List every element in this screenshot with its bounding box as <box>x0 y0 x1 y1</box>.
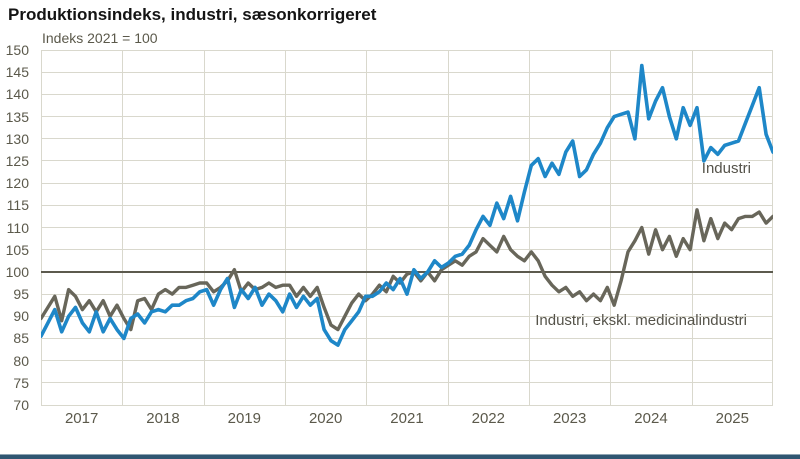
y-tick-label: 70 <box>13 397 29 413</box>
footer-bar <box>0 455 800 459</box>
industri-line <box>41 63 773 347</box>
h-gridline <box>41 360 773 362</box>
v-gridline <box>285 50 286 405</box>
h-gridline <box>41 404 773 406</box>
y-tick-label: 95 <box>13 286 29 303</box>
h-gridline <box>41 382 773 384</box>
v-gridline <box>366 50 368 405</box>
label-industri-ekskl-medicinalindustri: Industri, ekskl. medicinalindustri <box>535 312 747 329</box>
v-gridline <box>447 50 449 405</box>
label-industri: Industri <box>701 160 751 177</box>
h-gridline <box>41 49 773 51</box>
h-gridline <box>41 182 773 184</box>
y-tick-label: 110 <box>6 219 29 236</box>
page-title: Produktionsindeks, industri, sæsonkorrig… <box>8 5 377 24</box>
v-gridline <box>41 50 42 405</box>
ekskl-medicinalindustri-line <box>41 208 773 332</box>
x-tick-label: 2024 <box>634 410 668 427</box>
x-tick-label: 2022 <box>471 410 505 427</box>
h-gridline <box>41 138 773 140</box>
y-tick-label: 115 <box>6 197 29 214</box>
y-tick-label: 90 <box>13 308 29 325</box>
h-gridline <box>41 249 773 251</box>
y-tick-label: 145 <box>5 64 29 81</box>
h-gridline <box>41 227 773 228</box>
y-tick-label: 80 <box>13 352 29 369</box>
x-tick-label: 2018 <box>146 410 180 427</box>
y-tick-label: 75 <box>13 374 29 391</box>
y-tick-label: 105 <box>5 241 29 258</box>
y-tick-label: 125 <box>5 152 29 169</box>
x-tick-label: 2021 <box>390 410 424 427</box>
y-tick-label: 100 <box>5 263 29 280</box>
y-axis-labels: 150 145 140 135 130 125 120 115 110 105 100 95 90 85 8… <box>0 42 35 413</box>
v-gridline <box>529 50 530 405</box>
h-gridline <box>41 116 773 118</box>
x-tick-label: 2025 <box>715 410 749 427</box>
y-tick-label: 120 <box>5 175 29 192</box>
h-gridline <box>41 315 773 317</box>
v-gridline <box>610 50 612 405</box>
x-axis-labels: 2017 2018 2019 2020 2021 2022 2023 2024 2025 <box>41 409 773 429</box>
x-tick-label: 2020 <box>308 410 343 427</box>
x-tick-label: 2019 <box>227 410 261 427</box>
h-gridline <box>41 71 773 73</box>
footer-accent-line <box>0 454 800 455</box>
baseline-100 <box>41 270 773 273</box>
h-gridline <box>41 337 773 339</box>
y-tick-label: 135 <box>5 108 29 125</box>
y-tick-label: 130 <box>5 130 29 147</box>
v-gridline <box>122 50 124 405</box>
h-gridline <box>41 204 773 206</box>
h-gridline <box>41 160 773 162</box>
y-tick-label: 85 <box>13 330 29 347</box>
h-gridline <box>41 93 773 95</box>
v-gridline <box>691 50 693 405</box>
v-gridline <box>772 50 773 405</box>
y-tick-label: 140 <box>5 86 29 103</box>
y-tick-label: 150 <box>5 42 29 58</box>
x-tick-label: 2023 <box>552 410 587 427</box>
axis-unit-note: Indeks 2021 = 100 <box>42 30 158 46</box>
v-gridline <box>203 50 205 405</box>
plot-area: Industri Industri, ekskl. medicinalindus… <box>41 49 773 406</box>
series-lines <box>41 63 773 347</box>
x-tick-label: 2017 <box>64 410 99 427</box>
